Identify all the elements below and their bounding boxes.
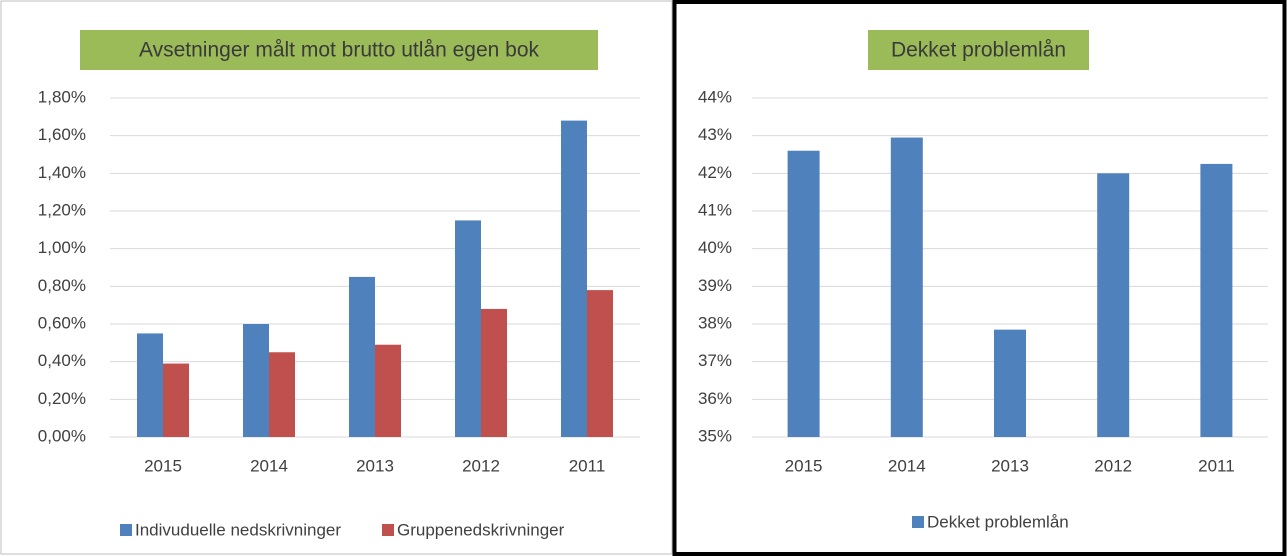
x-tick-label: 2014 <box>888 456 926 475</box>
x-tick-label: 2012 <box>1094 456 1132 475</box>
bar <box>561 120 587 437</box>
legend-label: Gruppenedskrivninger <box>397 520 565 539</box>
y-tick-label: 43% <box>698 125 732 144</box>
legend-label: Dekket problemlån <box>927 512 1069 531</box>
y-tick-label: 0,80% <box>38 276 86 295</box>
x-tick-label: 2015 <box>144 456 182 475</box>
y-tick-label: 35% <box>698 426 732 445</box>
x-tick-label: 2013 <box>991 456 1029 475</box>
bar <box>787 150 820 437</box>
x-tick-label: 2015 <box>785 456 823 475</box>
y-tick-label: 0,40% <box>38 351 86 370</box>
left-panel <box>0 0 673 555</box>
title-box <box>868 30 1089 70</box>
legend-swatch <box>912 516 924 528</box>
bar <box>1200 163 1233 437</box>
y-tick-label: 40% <box>698 238 732 257</box>
chart-title: Dekket problemlån <box>891 39 1066 62</box>
bar <box>481 308 507 437</box>
bar <box>269 352 295 437</box>
bar <box>243 324 269 437</box>
bar <box>587 290 613 437</box>
y-tick-label: 1,40% <box>38 163 86 182</box>
bar <box>163 363 189 437</box>
legend-swatch <box>120 524 132 536</box>
y-tick-label: 1,60% <box>38 125 86 144</box>
bar <box>137 333 163 437</box>
y-tick-label: 41% <box>698 200 732 219</box>
y-tick-label: 1,20% <box>38 200 86 219</box>
x-tick-label: 2011 <box>569 456 606 475</box>
y-tick-label: 0,60% <box>38 313 86 332</box>
y-tick-label: 42% <box>698 163 732 182</box>
y-tick-label: 0,20% <box>38 389 86 408</box>
x-tick-label: 2013 <box>356 456 394 475</box>
right-panel <box>672 0 1287 556</box>
legend-label: Indivuduelle nedskrivninger <box>135 520 341 539</box>
bar <box>375 344 401 437</box>
y-tick-label: 39% <box>698 276 732 295</box>
title-box <box>80 30 598 70</box>
bar <box>455 220 481 437</box>
y-tick-label: 1,80% <box>38 87 86 106</box>
bar <box>890 137 923 438</box>
bar <box>994 329 1026 437</box>
bar <box>1097 173 1130 438</box>
y-tick-label: 44% <box>698 87 732 106</box>
chart-title: Avsetninger målt mot brutto utlån egen b… <box>139 39 540 62</box>
legend-swatch <box>382 524 394 536</box>
x-tick-label: 2011 <box>1198 456 1235 475</box>
y-tick-label: 36% <box>698 389 732 408</box>
x-tick-label: 2012 <box>462 456 500 475</box>
bar <box>349 276 375 437</box>
y-tick-label: 37% <box>698 351 732 370</box>
y-tick-label: 0,00% <box>38 426 86 445</box>
y-tick-label: 38% <box>698 313 732 332</box>
y-tick-label: 1,00% <box>38 238 86 257</box>
x-tick-label: 2014 <box>250 456 288 475</box>
